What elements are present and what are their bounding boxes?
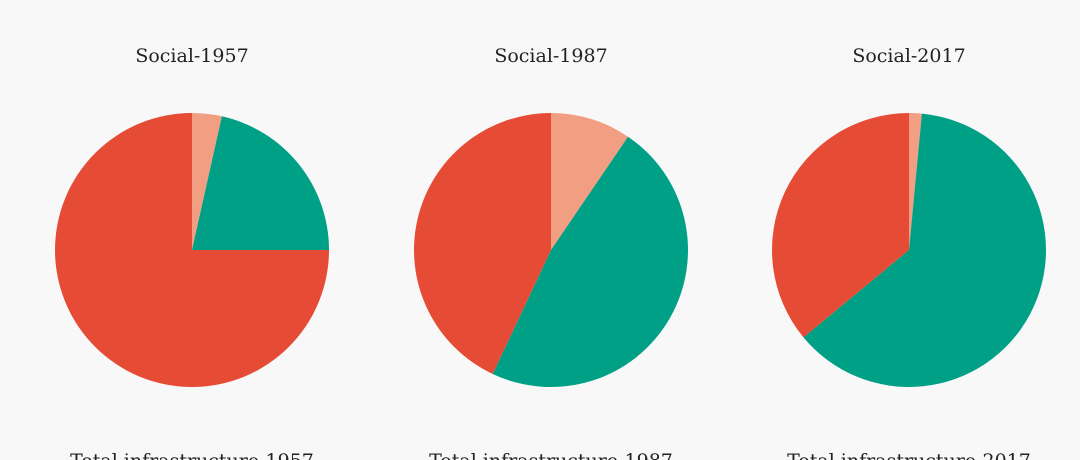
pie-title-1957: Social-1957 [135,45,248,67]
footer-label-1957: Total infrastructure-1957 [70,450,314,460]
pie-group-1957: Social-1957 [55,45,329,387]
pie-group-1987: Social-1987 [414,45,689,387]
pie-slice-0-0 [192,113,222,250]
pie-slice-0-2 [55,113,329,387]
pie-slice-1-2 [414,113,551,374]
pie-title-2017: Social-2017 [852,45,965,67]
pie-slice-0-1 [192,116,329,250]
pie-slice-1-0 [551,113,629,250]
pie-slices-1987 [414,113,689,387]
pie-title-1987: Social-1987 [494,45,607,67]
pie-slices-2017 [771,112,1046,388]
pie-slice-2-1 [803,113,1046,388]
pie-slice-2-2 [771,112,909,338]
pie-group-2017: Social-2017 [771,45,1046,388]
footer-label-1987: Total infrastructure-1987 [429,450,673,460]
footer-label-2017: Total infrastructure-2017 [787,450,1031,460]
pie-slice-2-0 [909,113,922,250]
pie-slice-1-1 [492,136,689,387]
pie-slices-1957 [55,113,329,387]
